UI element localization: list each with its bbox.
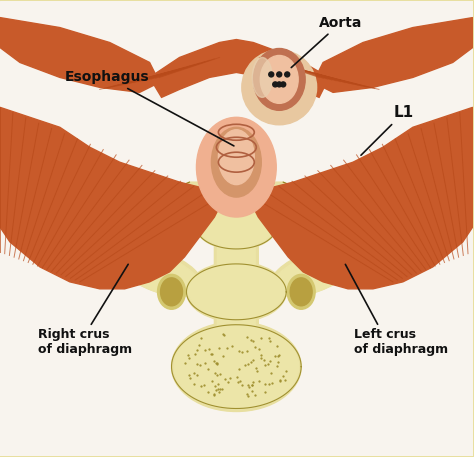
FancyBboxPatch shape bbox=[214, 242, 258, 332]
Text: Left crus
of diaphragm: Left crus of diaphragm bbox=[354, 328, 448, 356]
Ellipse shape bbox=[172, 322, 301, 411]
Ellipse shape bbox=[270, 248, 356, 296]
Ellipse shape bbox=[269, 72, 274, 77]
Ellipse shape bbox=[189, 265, 284, 319]
Ellipse shape bbox=[211, 128, 261, 197]
Polygon shape bbox=[248, 107, 473, 289]
Ellipse shape bbox=[161, 278, 182, 306]
Ellipse shape bbox=[277, 82, 282, 87]
Ellipse shape bbox=[117, 248, 202, 296]
Ellipse shape bbox=[219, 130, 254, 185]
Ellipse shape bbox=[277, 72, 282, 77]
Ellipse shape bbox=[285, 72, 290, 77]
Ellipse shape bbox=[199, 207, 274, 247]
Polygon shape bbox=[269, 182, 394, 287]
Ellipse shape bbox=[273, 252, 354, 296]
Ellipse shape bbox=[174, 324, 299, 409]
Ellipse shape bbox=[119, 252, 200, 296]
Ellipse shape bbox=[252, 58, 272, 97]
Text: Right crus
of diaphragm: Right crus of diaphragm bbox=[38, 328, 132, 356]
Polygon shape bbox=[0, 17, 160, 92]
Ellipse shape bbox=[273, 82, 278, 87]
Ellipse shape bbox=[253, 48, 305, 110]
FancyBboxPatch shape bbox=[218, 245, 255, 329]
Polygon shape bbox=[0, 107, 224, 289]
Ellipse shape bbox=[260, 55, 298, 103]
Polygon shape bbox=[80, 182, 204, 287]
Ellipse shape bbox=[290, 278, 312, 306]
Polygon shape bbox=[313, 17, 473, 92]
Ellipse shape bbox=[196, 117, 276, 217]
Ellipse shape bbox=[281, 82, 286, 87]
Polygon shape bbox=[150, 39, 329, 97]
Text: Esophagus: Esophagus bbox=[65, 70, 234, 146]
Text: Aorta: Aorta bbox=[291, 16, 363, 68]
Ellipse shape bbox=[242, 50, 317, 125]
Text: L1: L1 bbox=[361, 105, 414, 155]
Ellipse shape bbox=[287, 274, 315, 309]
Ellipse shape bbox=[196, 205, 276, 250]
Ellipse shape bbox=[186, 262, 286, 322]
Ellipse shape bbox=[157, 274, 185, 309]
